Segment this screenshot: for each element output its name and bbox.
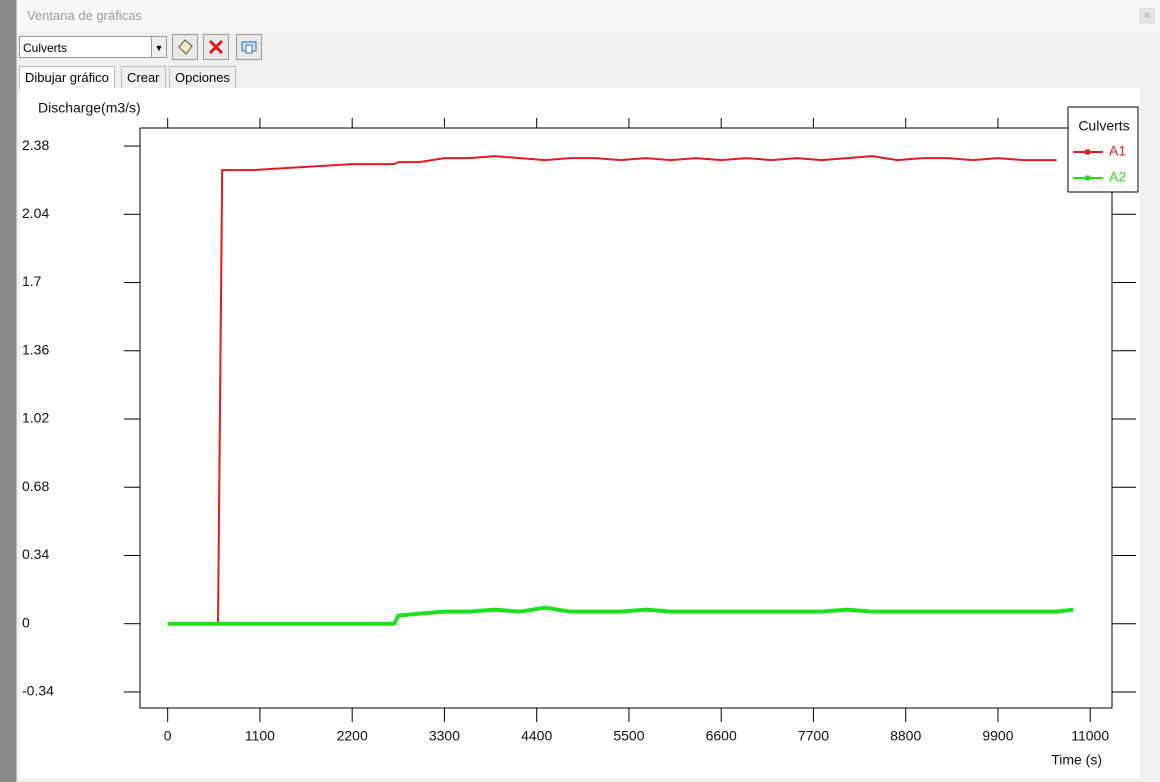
- x-tick-label: 6600: [706, 728, 737, 744]
- plot-frame: [139, 127, 1113, 709]
- title-bar: Ventana de gráficas: [17, 0, 1160, 32]
- legend-marker: [1085, 175, 1090, 181]
- x-tick-label: 4400: [521, 728, 552, 744]
- y-tick-label: -0.34: [22, 683, 54, 699]
- close-button[interactable]: ×: [1139, 8, 1155, 24]
- legend-title: Culverts: [1078, 118, 1129, 134]
- x-axis-label: Time (s): [1051, 752, 1102, 768]
- y-tick-label: 1.36: [22, 341, 49, 357]
- series-line: [167, 605, 1074, 626]
- x-tick-label: 3300: [429, 728, 460, 744]
- series-line: [167, 155, 1057, 625]
- x-tick-label: 8800: [890, 728, 921, 744]
- legend-marker: [1085, 149, 1090, 155]
- chart-background: [20, 88, 1140, 778]
- legend-label: A1: [1109, 143, 1126, 159]
- y-tick-label: 2.04: [22, 205, 49, 221]
- culvert-dropdown[interactable]: Culverts ▼: [19, 36, 167, 58]
- legend-label: A2: [1109, 169, 1126, 185]
- y-tick-label: 0.34: [22, 546, 49, 562]
- x-tick-label: 1100: [245, 728, 275, 744]
- x-tick-label: 5500: [613, 728, 644, 744]
- tab[interactable]: Dibujar gráfico: [19, 66, 115, 89]
- delete-button[interactable]: [203, 34, 229, 60]
- y-axis-label: Discharge(m3/s): [38, 100, 141, 116]
- y-tick-label: 1.02: [22, 410, 49, 426]
- export-button[interactable]: [236, 34, 262, 60]
- x-tick-label: 7700: [798, 728, 829, 744]
- window-title: Ventana de gráficas: [27, 8, 142, 23]
- y-tick-label: 2.38: [22, 137, 49, 153]
- tab[interactable]: Opciones: [169, 66, 236, 89]
- y-tick-label: 0.68: [22, 478, 49, 494]
- x-tick-label: 11000: [1071, 728, 1109, 744]
- tab[interactable]: Crear: [121, 66, 166, 89]
- y-tick-label: 0: [22, 614, 30, 630]
- dropdown-arrow[interactable]: ▼: [151, 37, 166, 57]
- x-tick-label: 2200: [337, 728, 368, 744]
- dropdown-text: Culverts: [23, 41, 68, 55]
- x-tick-label: 9900: [982, 728, 1013, 744]
- edit-button[interactable]: [172, 34, 198, 60]
- x-tick-label: 0: [164, 728, 172, 744]
- y-tick-label: 1.7: [22, 273, 42, 289]
